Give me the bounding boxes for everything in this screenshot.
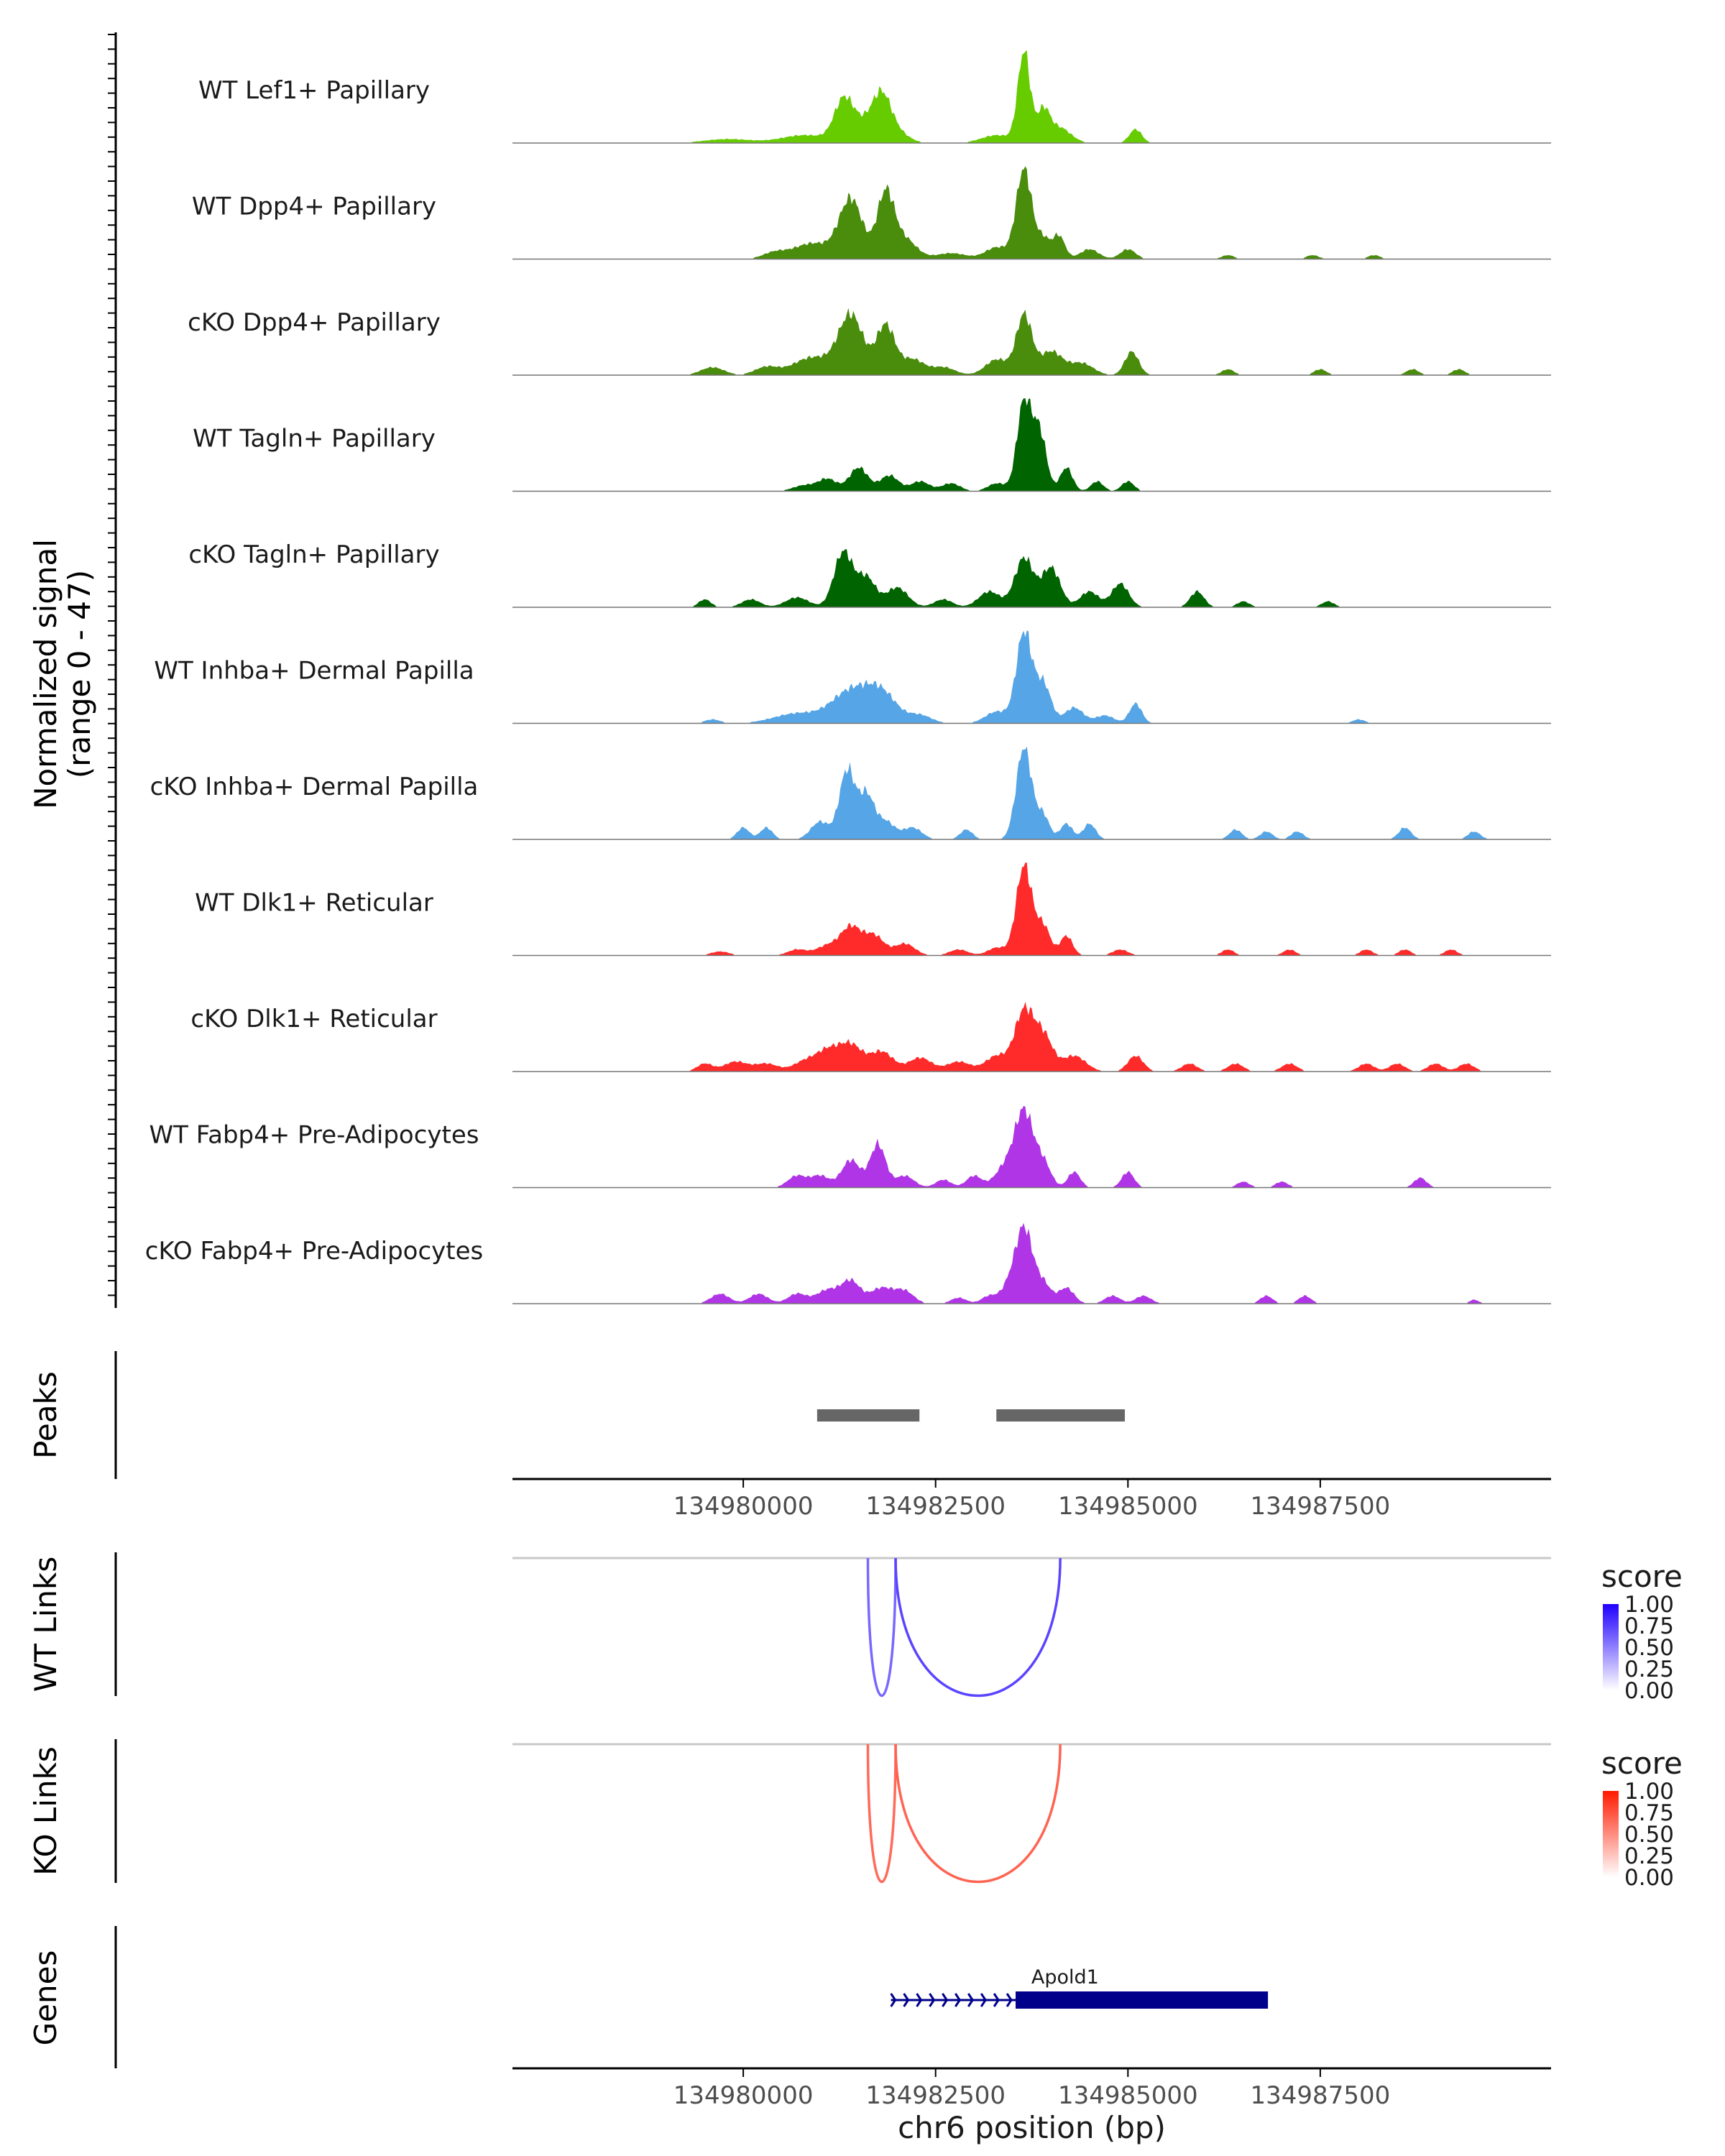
y-axis-range: (range 0 - 47) [62,570,97,778]
peak-region [816,1409,920,1422]
coverage-track: WT Inhba+ Dermal Papilla [154,630,1551,724]
legend-title: score [1601,1559,1683,1594]
x-tick-label: 134980000 [673,1492,814,1521]
coverage-track: cKO Dlk1+ Reticular [190,1002,1551,1072]
legend-tick-label: 0.50 [1624,1822,1674,1848]
coverage-track: cKO Inhba+ Dermal Papilla [150,746,1551,840]
coverage-track: cKO Fabp4+ Pre-Adipocytes [145,1222,1551,1304]
strand-arrow [929,1993,936,2007]
x-tick-label: 134982500 [865,2081,1006,2110]
coverage-area [512,549,1551,607]
gene-name: Apold1 [1031,1966,1099,1989]
links-label: WT Links [28,1557,63,1692]
coverage-area [512,1222,1551,1304]
strand-arrow [954,1993,962,2007]
strand-arrow [1006,1993,1013,2007]
coverage-area [512,746,1551,839]
coverage-area [512,308,1551,375]
track-label: cKO Dlk1+ Reticular [190,1005,437,1033]
link-arc [866,1557,897,1697]
coverage-track: WT Lef1+ Papillary [198,50,1551,144]
x-tick-label: 134985000 [1058,1492,1198,1521]
x-tick-label: 134987500 [1251,2081,1391,2110]
coverage-area [512,1105,1551,1188]
track-label: WT Lef1+ Papillary [198,76,430,105]
coverage-area [512,398,1551,492]
gene-exon [1016,1991,1269,2009]
track-label: cKO Fabp4+ Pre-Adipocytes [145,1237,484,1266]
legend-tick-label: 0.75 [1624,1613,1674,1639]
peak-region [996,1409,1126,1422]
strand-arrow [942,1993,949,2007]
track-label: WT Dpp4+ Papillary [192,193,436,221]
gene-model: Apold1 [890,1966,1269,2009]
track-label: cKO Dpp4+ Papillary [188,308,441,337]
x-tick-label: 134980000 [673,2081,814,2110]
strand-arrow [993,1993,1000,2007]
strand-arrow [967,1993,975,2007]
track-label: WT Dlk1+ Reticular [195,889,433,918]
coverage-track: cKO Tagln+ Papillary [188,540,1551,608]
legend-tick-label: 0.00 [1624,1865,1674,1891]
coverage-area [512,166,1551,259]
coverage-tracks: Normalized signal(range 0 - 47) WT Lef1+ … [28,32,1551,1308]
legend-title: score [1601,1746,1683,1781]
coverage-area [512,862,1551,956]
strand-arrow [890,1993,897,2007]
track-label: WT Inhba+ Dermal Papilla [154,657,474,686]
coverage-track: WT Tagln+ Papillary [193,398,1551,492]
coverage-area [512,630,1551,724]
x-tick-label: 134985000 [1058,2081,1198,2110]
peaks-label: Peaks [28,1371,63,1459]
genes-track: Genes Apold1 134980000 134982500 134985000 13… [28,1926,1551,2145]
strand-arrow [980,1993,987,2007]
coverage-area [512,1002,1551,1072]
legend-colorbar [1603,1791,1619,1877]
link-arc [894,1557,1062,1697]
coverage-area [512,50,1551,143]
legend-tick-label: 1.00 [1624,1592,1674,1618]
x-axis-title: chr6 position (bp) [898,2110,1166,2145]
coverage-track: cKO Dpp4+ Papillary [188,308,1551,376]
coverage-track: WT Fabp4+ Pre-Adipocytes [150,1105,1551,1189]
links-label: KO Links [28,1746,63,1876]
track-label: WT Fabp4+ Pre-Adipocytes [150,1121,479,1150]
strand-arrow [916,1993,923,2007]
coverage-track: WT Dpp4+ Papillary [192,166,1551,260]
link-arc [866,1743,897,1884]
track-label: WT Tagln+ Papillary [193,425,436,453]
legend-tick-label: 0.25 [1624,1843,1674,1869]
y-axis-label: Normalized signal [28,539,63,809]
track-label: cKO Inhba+ Dermal Papilla [150,773,479,801]
legend-tick-label: 0.75 [1624,1800,1674,1826]
strand-arrow [903,1993,910,2007]
legend-tick-label: 0.50 [1624,1635,1674,1661]
genes-label: Genes [28,1950,63,2046]
legend-tick-label: 0.00 [1624,1678,1674,1704]
legend-tick-label: 1.00 [1624,1779,1674,1805]
coverage-track: WT Dlk1+ Reticular [195,862,1551,957]
x-tick-label: 134987500 [1251,1492,1391,1521]
peaks-track: Peaks 134980000 134982500 134985000 13498750… [28,1351,1551,1521]
track-label: cKO Tagln+ Papillary [188,540,439,569]
legend-colorbar [1603,1604,1619,1690]
x-tick-label: 134982500 [865,1492,1006,1521]
link-arc [894,1743,1062,1884]
legend-tick-label: 0.25 [1624,1657,1674,1682]
